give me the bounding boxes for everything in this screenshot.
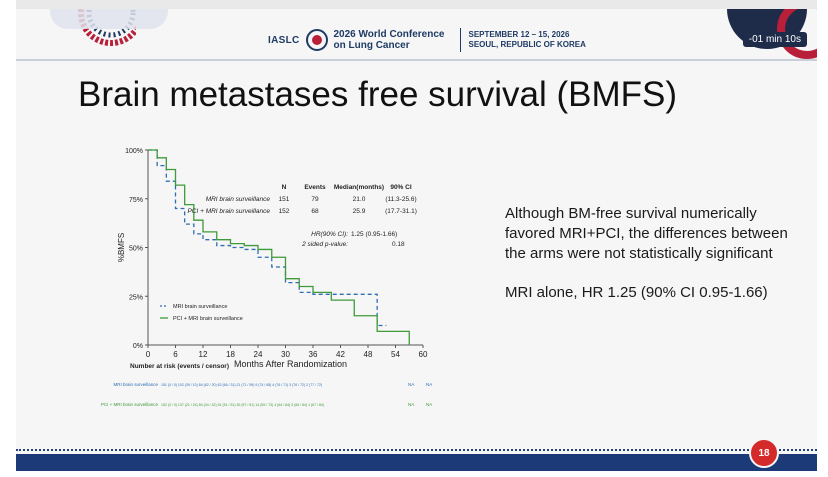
risk-row-na: NA: [408, 382, 414, 387]
conference-name-line2: on Lung Cancer: [333, 40, 410, 51]
slide-title: Brain metastases free survival (BMFS): [78, 75, 678, 114]
footer-bar: [16, 454, 817, 471]
x-tick-label: 6: [173, 350, 178, 359]
conference-dates-line1: SEPTEMBER 12 – 15, 2026: [468, 30, 570, 39]
stats-row-label: MRI brain surveillance: [206, 196, 271, 203]
stats-table-cell: 21.0: [353, 196, 366, 203]
p-value-label: 2 sided p-value:: [301, 241, 348, 248]
stats-table-header: 90% CI: [390, 184, 412, 191]
overlay-shape: [50, 9, 168, 29]
countdown-timer: -01 min 10s: [742, 32, 807, 47]
series-line-pci: [148, 149, 410, 345]
series-line-mri: [148, 149, 387, 327]
risk-row-values: 151 (0 / 0) 102 (39 / 10) 84 (62 / 20) 6…: [161, 383, 322, 387]
commentary-paragraph: Although BM-free survival numerically fa…: [505, 205, 788, 262]
x-tick-label: 0: [146, 350, 151, 359]
km-survival-chart: 0% 25% 50% 75% 100% 0 6 12 18 24 30 36 42 48 54 60 Month…: [101, 148, 432, 407]
y-tick-label: 25%: [129, 294, 143, 301]
risk-row-label: PCI + MRI brain surveillance: [101, 402, 159, 407]
y-tick-label: 100%: [125, 148, 143, 155]
iaslc-logo: IASLC: [268, 34, 300, 46]
hazard-ratio-text: MRI alone, HR 1.25 (90% CI 0.95-1.66): [505, 284, 768, 301]
header-rule: [16, 59, 817, 61]
legend-label: PCI + MRI brain surveillance: [173, 316, 243, 322]
x-tick-label: 42: [336, 350, 345, 359]
x-tick-label: 48: [364, 350, 373, 359]
stats-table-cell: (17.7-31.1): [385, 208, 417, 215]
risk-row-values: 152 (0 / 0) 137 (21 / 24) 84 (44 / 42) 5…: [161, 403, 324, 407]
y-tick-label: 50%: [129, 246, 143, 253]
x-tick-label: 12: [199, 350, 208, 359]
x-tick-label: 54: [391, 350, 400, 359]
x-tick-label: 36: [309, 350, 318, 359]
x-tick-label: 24: [254, 350, 263, 359]
risk-row-na: NA: [408, 402, 414, 407]
window-frame-right: [817, 0, 828, 477]
stats-table-cell: 79: [311, 196, 319, 203]
y-axis-label: %BMFS: [117, 233, 126, 262]
risk-row-na: NA: [426, 382, 432, 387]
page-number-badge: 18: [749, 438, 779, 468]
x-tick-label: 60: [419, 350, 428, 359]
presentation-slide: IASLC 2026 World Conference on Lung Canc…: [16, 9, 817, 471]
p-value: 0.18: [392, 241, 405, 248]
y-tick-label: 75%: [129, 197, 143, 204]
stats-table-cell: (11.3-25.6): [385, 196, 416, 203]
conference-header: IASLC 2026 World Conference on Lung Canc…: [268, 26, 586, 54]
stats-table-header: N: [282, 184, 287, 191]
slide-commentary: Although BM-free survival numerically fa…: [505, 204, 805, 322]
x-tick-label: 18: [226, 350, 235, 359]
stats-table-cell: 68: [311, 208, 319, 215]
stats-table-header: Events: [304, 184, 326, 191]
stats-table-header: Median(months): [334, 184, 384, 191]
hazard-ratio-value: 1.25 (0.95-1.66): [351, 231, 397, 238]
conference-name: 2026 World Conference on Lung Cancer: [334, 29, 452, 51]
conference-location: SEOUL, REPUBLIC OF KOREA: [468, 40, 586, 49]
conference-dates: SEPTEMBER 12 – 15, 2026 SEOUL, REPUBLIC …: [469, 30, 586, 50]
x-axis-label: Months After Randomization: [234, 359, 347, 369]
y-tick-label: 0%: [133, 343, 143, 350]
risk-row-label: MRI brain surveillance: [113, 382, 158, 387]
conference-name-line1: 2026 World Conference: [333, 29, 445, 40]
stats-table-cell: 25.9: [353, 208, 366, 215]
window-frame-left: [0, 0, 16, 477]
hazard-ratio-label: HR(90% CI):: [311, 231, 348, 238]
footer-dotted-rule: [16, 449, 817, 451]
window-frame-bottom: [0, 471, 828, 477]
legend-label: MRI brain surveillance: [173, 304, 227, 310]
risk-row-na: NA: [426, 402, 432, 407]
risk-table-title: Number at risk (events / censor): [130, 363, 229, 370]
stats-row-label: PCI + MRI brain surveillance: [187, 208, 270, 215]
header-divider: [459, 28, 461, 52]
conference-seal-icon: [305, 29, 328, 51]
stats-table-cell: 151: [279, 196, 290, 203]
x-tick-label: 30: [281, 350, 290, 359]
stats-table-cell: 152: [279, 208, 290, 215]
